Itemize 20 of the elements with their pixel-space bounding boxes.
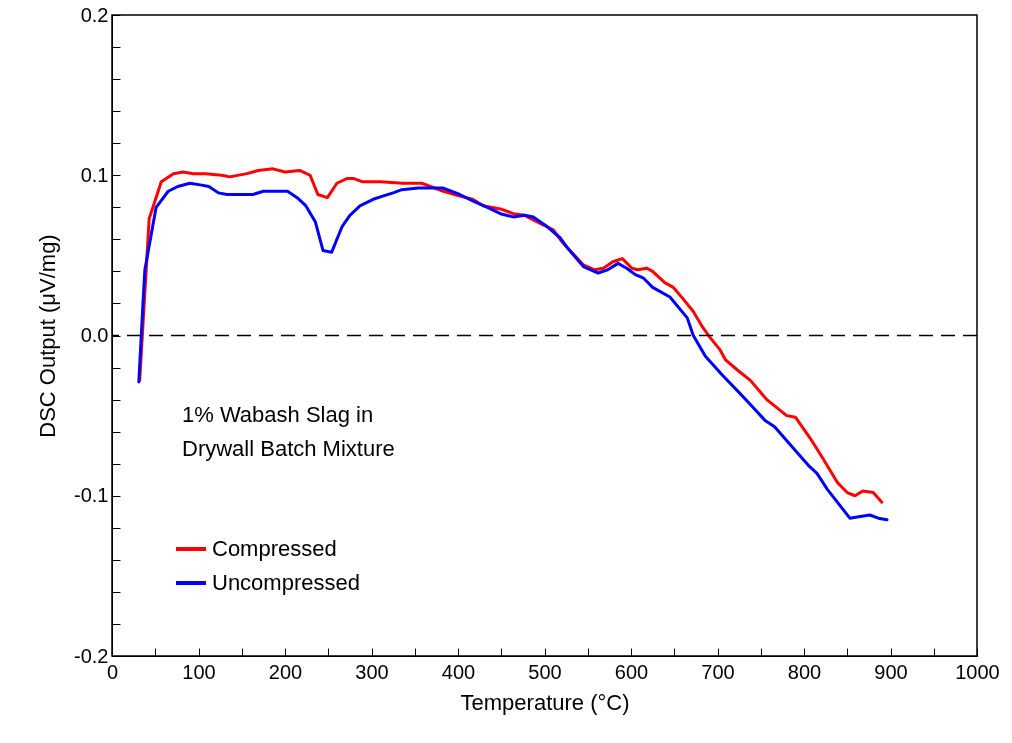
- x-axis-title: Temperature (°C): [460, 689, 630, 715]
- y-tick-label: -0.1: [74, 484, 109, 507]
- x-tick-label: 800: [787, 660, 822, 683]
- x-tick-label: 200: [268, 660, 303, 683]
- x-tick-label: 400: [441, 660, 476, 683]
- x-tick-label: 100: [182, 660, 216, 683]
- y-tick-label: 0.2: [80, 3, 109, 26]
- legend-label: Compressed: [212, 536, 337, 561]
- y-tick-label: -0.2: [74, 644, 109, 667]
- x-tick-label: 700: [701, 660, 735, 683]
- x-tick-label: 600: [614, 660, 649, 683]
- x-tick-label: 500: [528, 660, 562, 683]
- legend-label: Uncompressed: [212, 570, 360, 595]
- y-tick-label: 0.1: [80, 163, 109, 186]
- x-tick-label: 300: [355, 660, 389, 683]
- y-axis-title: DSC Output (μV/mg): [35, 234, 61, 438]
- x-tick-label: 900: [874, 660, 908, 683]
- y-tick-label: 0.0: [80, 324, 109, 346]
- annotation: 1% Wabash Slag in Drywall Batch Mixture: [182, 402, 395, 461]
- x-tick-label: 1000: [955, 660, 1000, 683]
